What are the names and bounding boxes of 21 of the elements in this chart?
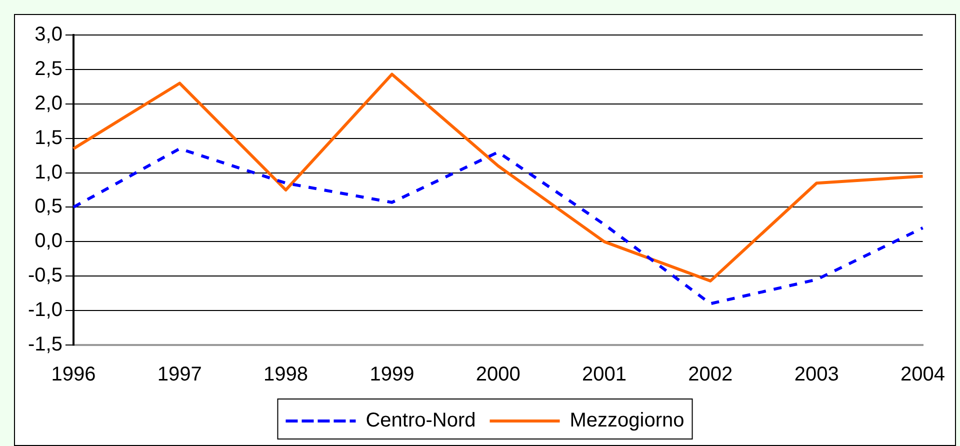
y-tick-label: -1,0 [28, 299, 62, 322]
legend-label: Centro-Nord [366, 410, 476, 432]
y-tick-label: 0,0 [34, 230, 62, 252]
x-tick-label: 2002 [688, 364, 733, 386]
y-tick-label: -0,5 [28, 264, 62, 287]
x-tick-label: 2003 [794, 364, 839, 386]
x-tick-label: 1996 [51, 364, 96, 386]
y-tick-label: 3,0 [34, 24, 62, 46]
x-tick-label: 2004 [900, 364, 946, 386]
y-tick-label: 1,5 [34, 126, 62, 149]
y-tick-label: 2,0 [34, 92, 62, 114]
y-tick-label: -1,5 [28, 334, 62, 356]
x-tick-label: 2001 [582, 364, 627, 386]
x-tick-label: 1998 [264, 364, 308, 386]
y-tick-label: 0,5 [34, 196, 62, 218]
x-tick-label: 2000 [476, 364, 520, 386]
x-tick-label: 1999 [370, 364, 414, 386]
legend-label: Mezzogiorno [570, 410, 684, 432]
y-tick-label: 1,0 [34, 161, 62, 184]
x-tick-label: 1997 [157, 364, 202, 386]
y-tick-label: 2,5 [34, 58, 62, 80]
